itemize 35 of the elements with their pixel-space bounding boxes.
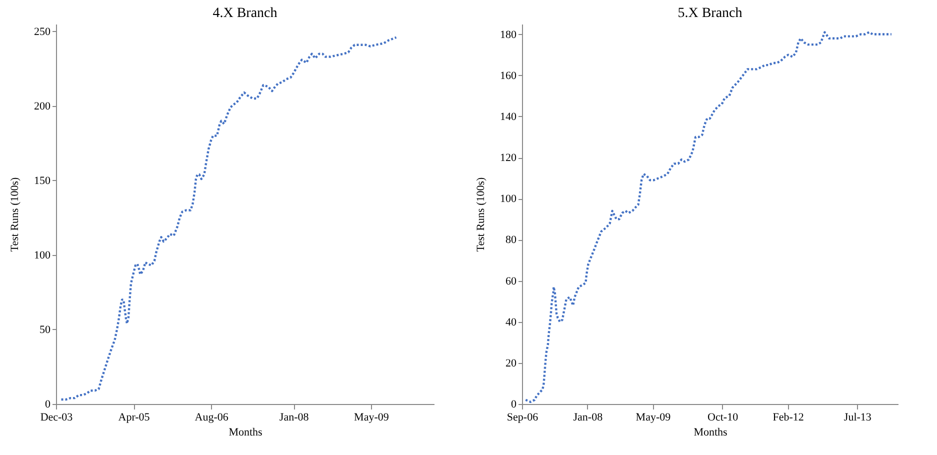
y-tick-label: 40 xyxy=(506,316,517,328)
y-tick-label: 80 xyxy=(506,234,517,246)
x-tick-label: May-09 xyxy=(636,412,672,424)
chart-title: 4.X Branch xyxy=(212,6,278,21)
y-tick-label: 100 xyxy=(34,249,51,262)
x-tick-label: Apr-05 xyxy=(118,412,150,424)
x-tick-label: May-09 xyxy=(354,412,390,424)
y-tick-label: 0 xyxy=(511,398,517,410)
y-tick-label: 180 xyxy=(500,28,517,41)
x-tick-label: Aug-06 xyxy=(194,412,229,424)
y-tick-label: 160 xyxy=(500,70,517,82)
y-tick-label: 150 xyxy=(34,174,51,187)
x-tick-label: Dec-03 xyxy=(40,412,74,424)
x-tick-label: Oct-10 xyxy=(708,412,739,424)
x-tick-label: Sep-06 xyxy=(506,412,539,424)
y-tick-label: 250 xyxy=(34,26,51,38)
y-tick-label: 140 xyxy=(500,110,517,123)
line-series xyxy=(60,36,398,401)
y-tick-label: 0 xyxy=(45,398,51,410)
chart-title: 5.X Branch xyxy=(678,6,742,21)
y-tick-label: 200 xyxy=(34,100,51,112)
y-tick-label: 100 xyxy=(500,193,517,206)
y-axis-title: Test Runs (100s) xyxy=(475,176,487,252)
x-tick-label: Feb-12 xyxy=(772,412,804,424)
y-tick-label: 120 xyxy=(500,152,517,164)
line-series xyxy=(524,31,893,404)
x-axis-title: Months xyxy=(228,426,262,438)
x-tick-label: Jul-13 xyxy=(844,412,872,424)
y-tick-label: 60 xyxy=(506,275,517,288)
y-tick-label: 20 xyxy=(506,357,517,370)
x-axis-title: Months xyxy=(694,426,728,438)
y-tick-label: 50 xyxy=(40,324,51,336)
y-axis-title: Test Runs (100s) xyxy=(9,176,21,252)
x-tick-label: Jan-08 xyxy=(279,412,310,424)
x-tick-label: Jan-08 xyxy=(573,412,604,424)
